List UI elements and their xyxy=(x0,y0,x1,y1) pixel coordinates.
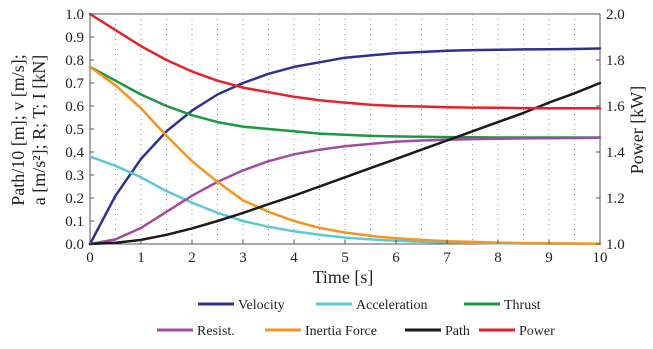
series-line-resist xyxy=(88,136,602,246)
legend-label: Velocity xyxy=(238,298,285,313)
series-line-velocity xyxy=(88,47,602,246)
legend-item-resist: Resist. xyxy=(157,324,235,339)
legend-label: Inertia Force xyxy=(305,324,377,339)
series-layer xyxy=(88,12,602,246)
legend-item-velocity: Velocity xyxy=(198,298,285,313)
y-right-tick-label: 2.0 xyxy=(606,7,625,23)
series-line-inertia-force xyxy=(88,65,602,246)
x-tick-label: 4 xyxy=(290,250,298,266)
y-right-tick-label: 1.8 xyxy=(606,53,625,69)
legend-item-path: Path xyxy=(405,324,470,339)
legend-item-inertia-force: Inertia Force xyxy=(265,324,377,339)
x-tick-label: 9 xyxy=(545,250,553,266)
y-left-tick-label: 0.2 xyxy=(65,191,84,207)
y-left-tick-label: 0.3 xyxy=(65,168,84,184)
x-tick-label: 5 xyxy=(341,250,349,266)
y-right-axis-title: Power [kW] xyxy=(627,86,647,174)
x-tick-label: 3 xyxy=(239,250,247,266)
legend-label: Acceleration xyxy=(356,298,428,313)
x-tick-label: 6 xyxy=(392,250,400,266)
y-left-axis-title-line-1: Path/10 [m]; v [m/s]; xyxy=(8,54,28,206)
y-left-tick-label: 0.8 xyxy=(65,53,84,69)
x-tick-label: 8 xyxy=(494,250,502,266)
y-left-axis-title-line-2: a [m/s²]; R; T; I [kN] xyxy=(29,55,49,206)
y-left-tick-label: 0.4 xyxy=(65,145,84,161)
y-right-tick-label: 1.4 xyxy=(606,145,625,161)
legend-label: Resist. xyxy=(197,324,235,339)
legend: Velocity Acceleration Thrust Resist. Inertia… xyxy=(157,298,555,339)
x-tick-label: 10 xyxy=(593,250,608,266)
series-line-path xyxy=(88,81,602,246)
y-right-tick-label: 1.2 xyxy=(606,191,625,207)
x-tick-label: 1 xyxy=(137,250,145,266)
y-left-tick-label: 0.6 xyxy=(65,99,84,115)
series-line-power xyxy=(88,12,602,110)
legend-item-acceleration: Acceleration xyxy=(316,298,428,313)
legend-label: Power xyxy=(519,324,555,339)
y-left-tick-label: 1.0 xyxy=(65,7,84,23)
y-left-axis-ticks: 0.0 0.1 0.2 0.3 0.4 0.5 0.6 0.7 0.8 0.9 1.0 xyxy=(65,7,94,253)
legend-item-power: Power xyxy=(479,324,555,339)
y-right-tick-label: 1.0 xyxy=(606,237,625,253)
legend-label: Path xyxy=(445,324,470,339)
y-right-axis-ticks: 1.0 1.2 1.4 1.6 1.8 2.0 xyxy=(596,7,625,253)
y-left-tick-label: 0.9 xyxy=(65,30,84,46)
x-axis-title: Time [s] xyxy=(313,267,374,287)
x-axis-ticks: 0 1 2 3 4 5 6 7 8 9 10 xyxy=(86,240,608,266)
y-left-tick-label: 0.0 xyxy=(65,237,84,253)
y-left-tick-label: 0.1 xyxy=(65,214,84,230)
y-right-tick-label: 1.6 xyxy=(606,99,625,115)
x-tick-label: 2 xyxy=(188,250,196,266)
x-tick-label: 7 xyxy=(443,250,451,266)
y-left-tick-label: 0.7 xyxy=(65,76,84,92)
y-left-tick-label: 0.5 xyxy=(65,122,84,138)
legend-item-thrust: Thrust xyxy=(464,298,541,313)
x-tick-label: 0 xyxy=(86,250,94,266)
legend-label: Thrust xyxy=(504,298,541,313)
